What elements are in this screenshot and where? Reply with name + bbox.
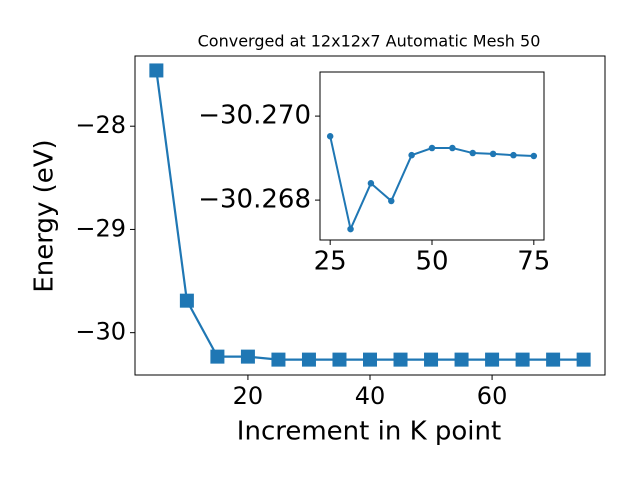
marker bbox=[424, 352, 439, 367]
y-tick-label: −30 bbox=[75, 318, 126, 346]
marker bbox=[326, 133, 334, 140]
marker bbox=[240, 349, 255, 364]
marker bbox=[210, 349, 225, 364]
x-tick-label: 75 bbox=[517, 247, 550, 277]
marker bbox=[469, 149, 476, 157]
marker bbox=[149, 63, 164, 78]
marker bbox=[363, 352, 377, 367]
marker bbox=[546, 352, 561, 367]
marker bbox=[449, 144, 456, 152]
marker bbox=[408, 151, 415, 159]
marker bbox=[428, 144, 436, 152]
marker bbox=[271, 352, 286, 367]
marker bbox=[510, 151, 517, 159]
x-axis-label: Increment in K point bbox=[237, 417, 501, 447]
marker bbox=[530, 152, 538, 160]
y-tick-label: −28 bbox=[75, 111, 126, 139]
x-tick-label: 40 bbox=[355, 382, 386, 410]
marker bbox=[179, 293, 194, 308]
marker bbox=[454, 352, 469, 367]
y-tick-label: −29 bbox=[75, 214, 126, 242]
x-tick-label: 25 bbox=[314, 247, 347, 277]
marker bbox=[347, 225, 354, 233]
marker bbox=[301, 352, 316, 367]
marker bbox=[515, 352, 530, 367]
x-tick-label: 20 bbox=[233, 382, 264, 410]
marker bbox=[332, 352, 347, 367]
marker bbox=[485, 352, 500, 367]
marker bbox=[489, 150, 497, 158]
y-tick-label: −30.270 bbox=[198, 101, 311, 131]
marker bbox=[367, 180, 375, 187]
y-axis-label: Energy (eV) bbox=[30, 139, 60, 292]
marker bbox=[388, 197, 395, 205]
marker bbox=[576, 352, 591, 367]
x-tick-label: 50 bbox=[415, 247, 448, 277]
y-tick-label: −30.268 bbox=[198, 185, 311, 215]
chart-title: Converged at 12x12x7 Automatic Mesh 50 bbox=[198, 32, 541, 51]
x-tick-label: 60 bbox=[477, 382, 508, 410]
marker bbox=[393, 352, 408, 367]
